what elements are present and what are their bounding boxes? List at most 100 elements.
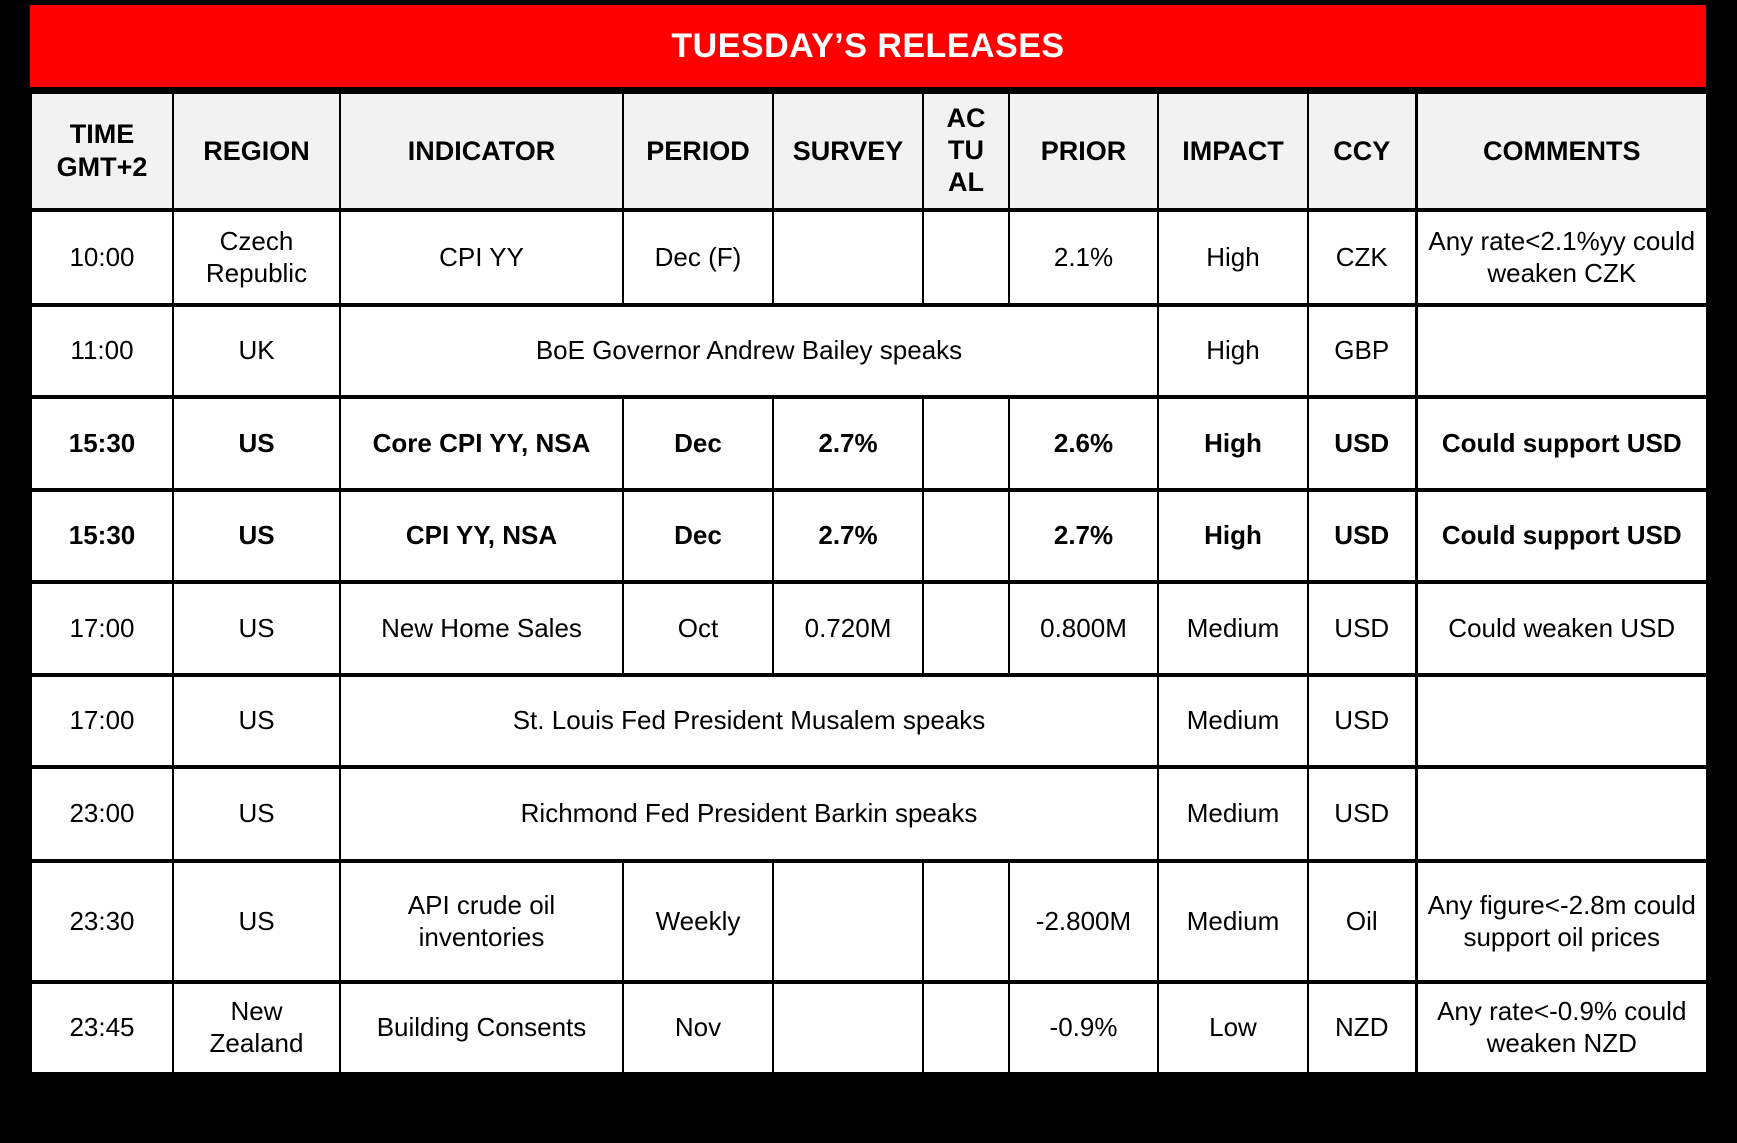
cell-actual xyxy=(922,488,1010,584)
cell-ccy: USD xyxy=(1307,395,1417,492)
release-row: 15:30 US Core CPI YY, NSA Dec 2.7% 2.6% … xyxy=(30,395,1708,492)
cell-ccy: USD xyxy=(1307,580,1417,677)
cell-time: 17:00 xyxy=(30,673,174,769)
cell-indicator: API crude oil inventories xyxy=(339,859,624,984)
cell-indicator: CPI YY, NSA xyxy=(339,488,624,584)
cell-time: 10:00 xyxy=(30,208,174,307)
column-header-indicator: INDICATOR xyxy=(339,90,624,212)
cell-impact: High xyxy=(1157,303,1309,399)
cell-impact: High xyxy=(1157,488,1309,584)
cell-comments: Any figure<-2.8m could support oil price… xyxy=(1414,859,1708,984)
cell-comments: Could weaken USD xyxy=(1414,580,1708,677)
cell-prior: -2.800M xyxy=(1008,859,1159,984)
cell-comments xyxy=(1414,303,1708,399)
cell-survey: 0.720M xyxy=(772,580,924,677)
cell-indicator: New Home Sales xyxy=(339,580,624,677)
cell-impact: Low xyxy=(1157,980,1309,1076)
cell-time: 17:00 xyxy=(30,580,174,677)
table-title: TUESDAY’S RELEASES xyxy=(30,5,1706,90)
cell-region: UK xyxy=(172,303,341,399)
cell-period: Dec (F) xyxy=(622,208,774,307)
cell-period: Dec xyxy=(622,488,774,584)
releases-table: TIME GMT+2 REGION INDICATOR PERIOD SURVE… xyxy=(30,90,1708,1076)
column-header-ccy: CCY xyxy=(1307,90,1417,212)
release-row: 23:00 US Richmond Fed President Barkin s… xyxy=(30,765,1708,863)
column-header-survey: SURVEY xyxy=(772,90,924,212)
cell-indicator: Core CPI YY, NSA xyxy=(339,395,624,492)
cell-comments: Could support USD xyxy=(1414,395,1708,492)
column-header-period: PERIOD xyxy=(622,90,774,212)
column-header-prior: PRIOR xyxy=(1008,90,1159,212)
header-row: TIME GMT+2 REGION INDICATOR PERIOD SURVE… xyxy=(30,90,1708,212)
column-header-impact: IMPACT xyxy=(1157,90,1309,212)
cell-impact: Medium xyxy=(1157,859,1309,984)
cell-event: St. Louis Fed President Musalem speaks xyxy=(339,673,1159,769)
cell-impact: High xyxy=(1157,208,1309,307)
cell-indicator: Building Consents xyxy=(339,980,624,1076)
release-row: 23:45 New Zealand Building Consents Nov … xyxy=(30,980,1708,1076)
cell-survey: 2.7% xyxy=(772,488,924,584)
cell-region: US xyxy=(172,488,341,584)
cell-ccy: USD xyxy=(1307,488,1417,584)
cell-region: Czech Republic xyxy=(172,208,341,307)
cell-prior: -0.9% xyxy=(1008,980,1159,1076)
release-row: 10:00 Czech Republic CPI YY Dec (F) 2.1%… xyxy=(30,208,1708,307)
cell-impact: Medium xyxy=(1157,673,1309,769)
cell-actual xyxy=(922,580,1010,677)
cell-period: Nov xyxy=(622,980,774,1076)
cell-event: Richmond Fed President Barkin speaks xyxy=(339,765,1159,863)
column-header-time: TIME GMT+2 xyxy=(30,90,174,212)
cell-period: Weekly xyxy=(622,859,774,984)
cell-time: 11:00 xyxy=(30,303,174,399)
cell-ccy: Oil xyxy=(1307,859,1417,984)
cell-comments: Could support USD xyxy=(1414,488,1708,584)
cell-actual xyxy=(922,859,1010,984)
cell-impact: Medium xyxy=(1157,580,1309,677)
cell-ccy: NZD xyxy=(1307,980,1417,1076)
cell-prior: 0.800M xyxy=(1008,580,1159,677)
release-row: 17:00 US St. Louis Fed President Musalem… xyxy=(30,673,1708,769)
cell-ccy: CZK xyxy=(1307,208,1417,307)
cell-time: 23:30 xyxy=(30,859,174,984)
cell-survey: 2.7% xyxy=(772,395,924,492)
release-row: 15:30 US CPI YY, NSA Dec 2.7% 2.7% High … xyxy=(30,488,1708,584)
cell-region: US xyxy=(172,580,341,677)
cell-actual xyxy=(922,208,1010,307)
release-row: 17:00 US New Home Sales Oct 0.720M 0.800… xyxy=(30,580,1708,677)
cell-time: 23:45 xyxy=(30,980,174,1076)
cell-prior: 2.1% xyxy=(1008,208,1159,307)
cell-impact: Medium xyxy=(1157,765,1309,863)
cell-ccy: GBP xyxy=(1307,303,1417,399)
cell-ccy: USD xyxy=(1307,673,1417,769)
cell-time: 15:30 xyxy=(30,395,174,492)
cell-prior: 2.7% xyxy=(1008,488,1159,584)
cell-time: 15:30 xyxy=(30,488,174,584)
cell-region: US xyxy=(172,673,341,769)
cell-region: US xyxy=(172,859,341,984)
cell-comments xyxy=(1414,673,1708,769)
cell-period: Dec xyxy=(622,395,774,492)
cell-region: US xyxy=(172,765,341,863)
cell-survey xyxy=(772,859,924,984)
column-header-comments: COMMENTS xyxy=(1414,90,1708,212)
cell-comments: Any rate<2.1%yy could weaken CZK xyxy=(1414,208,1708,307)
column-header-actual: ACTUAL xyxy=(922,90,1010,212)
cell-period: Oct xyxy=(622,580,774,677)
cell-region: US xyxy=(172,395,341,492)
cell-ccy: USD xyxy=(1307,765,1417,863)
cell-impact: High xyxy=(1157,395,1309,492)
cell-time: 23:00 xyxy=(30,765,174,863)
releases-table-container: TUESDAY’S RELEASES TIME GMT+2 REGION IND… xyxy=(27,2,1709,1079)
release-row: 23:30 US API crude oil inventories Weekl… xyxy=(30,859,1708,984)
cell-prior: 2.6% xyxy=(1008,395,1159,492)
cell-event: BoE Governor Andrew Bailey speaks xyxy=(339,303,1159,399)
cell-survey xyxy=(772,208,924,307)
cell-region: New Zealand xyxy=(172,980,341,1076)
cell-comments xyxy=(1414,765,1708,863)
release-row: 11:00 UK BoE Governor Andrew Bailey spea… xyxy=(30,303,1708,399)
cell-actual xyxy=(922,980,1010,1076)
cell-actual xyxy=(922,395,1010,492)
cell-comments: Any rate<-0.9% could weaken NZD xyxy=(1414,980,1708,1076)
cell-survey xyxy=(772,980,924,1076)
column-header-region: REGION xyxy=(172,90,341,212)
